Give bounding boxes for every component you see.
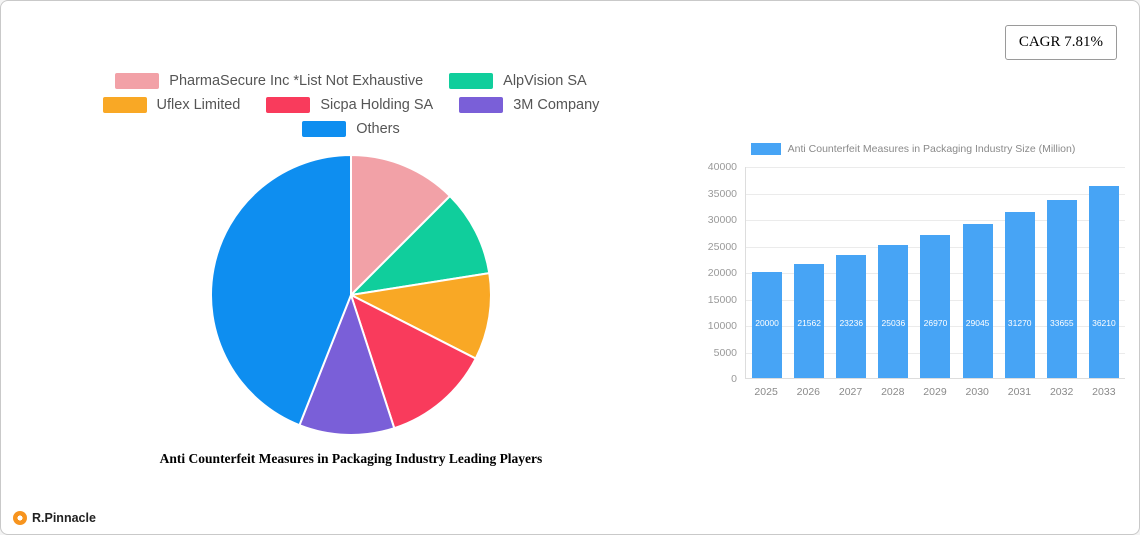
pie-legend-label: AlpVision SA (503, 73, 587, 89)
pie-slice-2 (347, 271, 492, 360)
bar-chart: 0 5000 10000 15000 20000 25000 30000 35000 40000… (701, 161, 1125, 385)
bar-value-label: 21562 (797, 318, 821, 328)
pie-legend-swatch (102, 97, 147, 113)
x-axis-label: 2030 (965, 386, 989, 398)
bar-2032: 33655 (1046, 199, 1077, 378)
pie-legend-item: Sicpa Holding SA (266, 97, 433, 113)
bar-2025: 20000 (752, 272, 783, 378)
bar-slot: 21562 (788, 167, 830, 378)
y-axis-label: 25000 (707, 240, 737, 253)
gridline (746, 220, 1125, 221)
bar-2027: 23236 (836, 254, 867, 378)
y-axis-label: 40000 (707, 161, 737, 173)
pie-slice-0 (350, 153, 452, 298)
bar-plot-area: 20000 21562 23236 25036 26970 29045 31270 33655… (745, 167, 1125, 379)
bar-slot: 20000 (746, 167, 788, 378)
y-axis-label: 15000 (707, 293, 737, 306)
y-axis-label: 5000 (713, 346, 737, 359)
pie-chart-section: PharmaSecure Inc *List Not Exhaustive Alp… (51, 73, 651, 467)
bar-2031: 31270 (1004, 212, 1035, 378)
pie-legend-item: Others (302, 121, 400, 137)
bar-2033: 36210 (1088, 186, 1119, 378)
pie-legend-swatch (266, 97, 311, 113)
bar-chart-section: Anti Counterfeit Measures in Packaging I… (701, 143, 1125, 398)
pie-legend-item: AlpVision SA (449, 73, 587, 89)
bar-2028: 25036 (878, 245, 909, 378)
x-axis: 2025 2026 2027 2028 2029 2030 2031 2032 2033 (745, 386, 1125, 398)
bar-2029: 26970 (920, 235, 951, 378)
pie-legend-item: 3M Company (459, 97, 599, 113)
y-axis: 0 5000 10000 15000 20000 25000 30000 35000 40000 (701, 161, 745, 385)
x-axis-label: 2026 (796, 386, 820, 398)
y-axis-label: 35000 (707, 187, 737, 200)
pie-legend-label: Sicpa Holding SA (320, 97, 434, 113)
pie-legend-row: Uflex Limited Sicpa Holding SA 3M Company (51, 97, 651, 113)
x-axis-label: 2029 (923, 386, 947, 398)
bar-slot: 36210 (1083, 167, 1125, 378)
bar-value-label: 25036 (881, 318, 906, 328)
pie-slice-1 (348, 194, 491, 297)
bar-value-label: 23236 (839, 318, 864, 328)
x-axis-label: 2027 (838, 386, 863, 398)
pie-slice-3 (349, 293, 478, 430)
pie-legend-label: 3M Company (513, 97, 600, 113)
x-axis-label: 2033 (1092, 386, 1116, 398)
y-axis-label: 0 (731, 373, 737, 385)
pie-legend-swatch (302, 121, 347, 137)
bar-value-label: 20000 (755, 318, 779, 328)
pie-legend-label: Others (356, 121, 400, 137)
bar-slot: 29045 (957, 167, 999, 378)
gridline (746, 167, 1125, 168)
bar-slot: 23236 (830, 167, 872, 378)
bar-slot: 26970 (914, 167, 956, 378)
pie-chart (210, 153, 492, 436)
brand-icon (13, 511, 27, 525)
pie-legend-row: Others (51, 121, 651, 137)
gridline (746, 193, 1125, 195)
bar-value-label: 29045 (965, 318, 990, 328)
pie-slice-4 (298, 292, 396, 436)
bar-value-label: 33655 (1049, 318, 1074, 328)
bar-legend-label: Anti Counterfeit Measures in Packaging I… (787, 143, 1076, 155)
x-axis-label: 2032 (1049, 386, 1074, 398)
pie-legend-swatch (449, 73, 494, 89)
bar-slot: 31270 (999, 167, 1041, 378)
pie-legend-label: Uflex Limited (156, 97, 241, 113)
bar-legend-swatch (750, 143, 781, 155)
x-axis-label: 2025 (754, 386, 778, 398)
y-axis-label: 30000 (707, 214, 737, 226)
bar-value-label: 31270 (1007, 318, 1032, 328)
pie-legend-label: PharmaSecure Inc *List Not Exhaustive (169, 73, 424, 89)
brand-logo: R.Pinnacle (13, 511, 96, 525)
pie-chart-title: Anti Counterfeit Measures in Packaging I… (159, 451, 543, 466)
cagr-badge: CAGR 7.81% (1004, 25, 1117, 60)
y-axis-label: 20000 (707, 267, 737, 279)
pie-legend-row: PharmaSecure Inc *List Not Exhaustive Alp… (51, 73, 651, 89)
pie-legend-swatch (459, 97, 504, 113)
pie-legend: PharmaSecure Inc *List Not Exhaustive Alp… (51, 73, 651, 137)
bar-2026: 21562 (794, 263, 825, 378)
pie-legend-item: Uflex Limited (102, 97, 241, 113)
brand-name: R.Pinnacle (32, 511, 96, 525)
bar-2030: 29045 (962, 224, 993, 378)
bars-container: 20000 21562 23236 25036 26970 29045 31270 33655… (746, 167, 1125, 378)
bar-slot: 33655 (1041, 167, 1083, 378)
y-axis-label: 10000 (707, 320, 737, 332)
bar-value-label: 26970 (923, 318, 948, 328)
bar-value-label: 36210 (1092, 318, 1116, 328)
bar-legend: Anti Counterfeit Measures in Packaging I… (701, 143, 1125, 155)
bar-slot: 25036 (872, 167, 914, 378)
pie-slice-5 (210, 153, 352, 427)
x-axis-label: 2031 (1007, 386, 1032, 398)
x-axis-label: 2028 (881, 386, 905, 398)
pie-legend-swatch (115, 73, 160, 89)
pie-legend-item: PharmaSecure Inc *List Not Exhaustive (115, 73, 423, 89)
